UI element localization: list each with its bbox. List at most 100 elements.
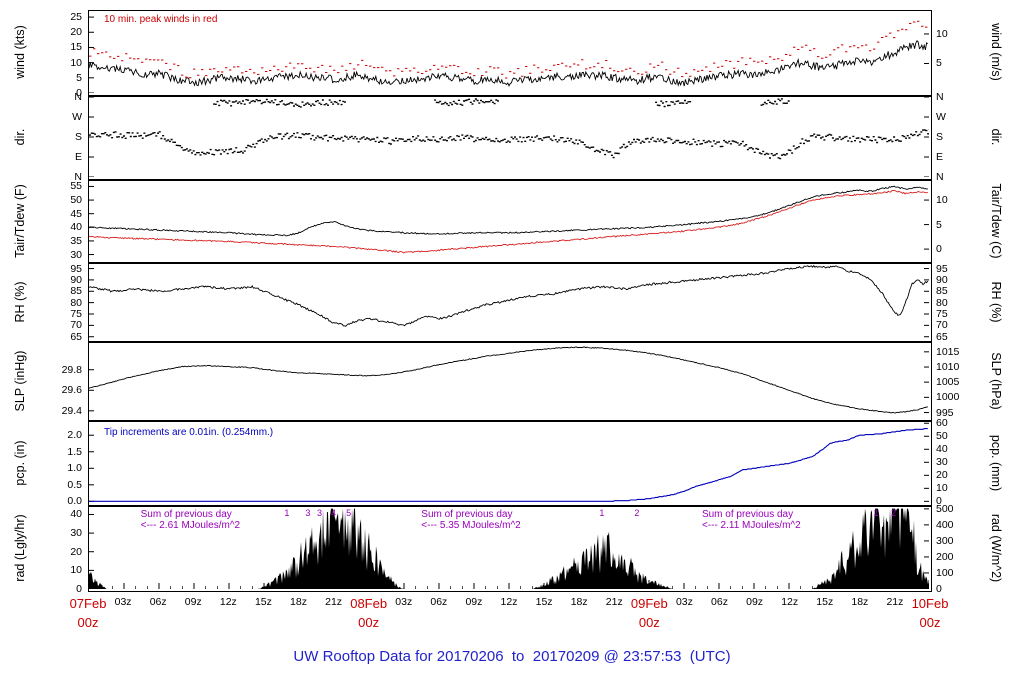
y-tick-label: 70 bbox=[936, 319, 948, 332]
y-tick-label: 995 bbox=[936, 406, 954, 419]
y-tick-label: E bbox=[936, 151, 944, 163]
rad-sum-label-1: Sum of previous day bbox=[140, 509, 232, 520]
axis-label-left-dir: dir. bbox=[13, 128, 27, 146]
y-tick-label: 30 bbox=[936, 456, 948, 469]
axis-label-right-pcp: pcp. (mm) bbox=[989, 434, 1003, 491]
x-tick-label: 21z bbox=[605, 596, 623, 608]
wind-plot bbox=[88, 16, 932, 94]
y-tick-label: 85 bbox=[936, 285, 948, 298]
rad-count-marker: 1 bbox=[873, 508, 879, 518]
axis-label-left-wind: wind (kts) bbox=[13, 25, 27, 79]
axis-label-right-slp: SLP (hPa) bbox=[989, 351, 1003, 410]
y-tick-label: 0 bbox=[936, 495, 942, 508]
panel-dir bbox=[88, 96, 932, 180]
x-tick-label: 09z bbox=[184, 596, 202, 608]
rad-count-marker: 1 bbox=[284, 508, 290, 518]
y-tick-label: 25 bbox=[70, 11, 82, 24]
rad-sum-label-3: Sum of previous day bbox=[701, 509, 794, 520]
y-tick-label: W bbox=[936, 111, 946, 123]
y-tick-label: 100 bbox=[936, 566, 954, 579]
y-tick-label: 29.4 bbox=[61, 404, 82, 417]
x-tick-label: 09z bbox=[746, 596, 764, 608]
tip-increment-note: Tip increments are 0.01in. (0.254mm.) bbox=[104, 427, 274, 438]
panel-pcp bbox=[88, 421, 932, 506]
y-tick-label: 10 bbox=[936, 27, 948, 40]
y-tick-label: 40 bbox=[70, 221, 82, 234]
y-tick-label: 75 bbox=[936, 308, 948, 320]
x-tick-label: 12z bbox=[781, 596, 799, 608]
x-day-label: 10Feb bbox=[911, 596, 949, 611]
y-tick-label: 2.0 bbox=[67, 429, 82, 442]
axis-label-left-pcp: pcp. (in) bbox=[13, 439, 27, 486]
x-tick-label: 12z bbox=[219, 596, 237, 608]
rad-count-marker: 4 bbox=[331, 508, 337, 518]
rad-sum-value-3: <--- 2.11 MJoules/m^2 bbox=[701, 520, 801, 531]
y-tick-label: 0 bbox=[76, 583, 82, 595]
y-tick-label: 1005 bbox=[936, 376, 960, 389]
dewpoint-line bbox=[88, 190, 928, 254]
panel-wind bbox=[88, 10, 932, 96]
y-tick-label: 1015 bbox=[936, 345, 960, 358]
y-tick-label: 30 bbox=[70, 248, 82, 261]
x-tick-label: 18z bbox=[290, 596, 307, 608]
y-tick-label: 65 bbox=[70, 330, 82, 343]
x-tick-label: 09z bbox=[465, 596, 483, 608]
tair-plot bbox=[88, 185, 929, 256]
y-tick-label: 15 bbox=[70, 41, 82, 54]
y-tick-label: 95 bbox=[936, 262, 948, 275]
y-tick-label: 50 bbox=[70, 194, 82, 207]
wind-direction-north-scatter bbox=[213, 98, 790, 108]
wind-direction-scatter bbox=[89, 128, 931, 160]
x-tick-label: 06z bbox=[711, 596, 728, 608]
y-tick-label: 95 bbox=[70, 262, 82, 275]
axis-label-right-tair: Tair/Tdew (C) bbox=[989, 182, 1003, 259]
y-tick-label: N bbox=[936, 91, 944, 103]
rad-count-marker: 2 bbox=[891, 508, 897, 518]
y-tick-label: 0 bbox=[936, 583, 942, 595]
pcp-plot bbox=[89, 422, 929, 502]
rh-line bbox=[88, 264, 929, 327]
y-tick-label: 1000 bbox=[936, 391, 960, 404]
y-tick-label: 0 bbox=[936, 243, 942, 256]
x-day-time-label: 00z bbox=[358, 615, 380, 630]
y-tick-label: 75 bbox=[70, 308, 82, 320]
axis-label-right-dir: dir. bbox=[989, 128, 1003, 146]
y-tick-label: 45 bbox=[70, 207, 82, 220]
y-tick-label: 400 bbox=[936, 518, 954, 531]
rad-sum-value-1: <--- 2.61 MJoules/m^2 bbox=[140, 520, 241, 531]
y-tick-label: E bbox=[74, 151, 82, 163]
x-tick-label: 12z bbox=[500, 596, 518, 608]
rad-count-marker: 3 bbox=[305, 508, 311, 518]
x-tick-label: 21z bbox=[886, 596, 904, 608]
precip-line bbox=[89, 428, 928, 502]
panel-rad bbox=[88, 506, 932, 592]
axis-label-left-slp: SLP (inHg) bbox=[13, 350, 27, 411]
x-day-time-label: 00z bbox=[919, 615, 941, 630]
y-tick-label: 80 bbox=[70, 296, 82, 309]
axis-label-left-tair: Tair/Tdew (F) bbox=[13, 183, 27, 258]
y-tick-label: 10 bbox=[936, 194, 948, 207]
y-tick-label: 90 bbox=[936, 273, 948, 286]
y-tick-label: 40 bbox=[936, 443, 948, 456]
axis-label-left-rh: RH (%) bbox=[13, 281, 27, 322]
y-tick-label: S bbox=[74, 131, 82, 143]
dir-plot bbox=[89, 96, 931, 178]
y-tick-label: 29.6 bbox=[61, 384, 82, 397]
y-tick-label: 0.0 bbox=[67, 495, 82, 508]
slp-line bbox=[88, 346, 928, 414]
y-tick-label: 10 bbox=[70, 56, 82, 69]
rad-count-marker: 1 bbox=[599, 508, 605, 518]
y-tick-label: 1010 bbox=[936, 361, 960, 374]
rad-count-marker: 5 bbox=[346, 508, 352, 518]
x-tick-label: 21z bbox=[325, 596, 343, 608]
x-day-label: 09Feb bbox=[630, 596, 668, 611]
wind-speed-line bbox=[88, 40, 929, 87]
x-tick-label: 15z bbox=[816, 596, 834, 608]
y-tick-label: 20 bbox=[936, 469, 948, 482]
panel-rh bbox=[88, 263, 932, 342]
y-tick-label: 60 bbox=[936, 417, 948, 430]
peak-wind-dashes bbox=[89, 20, 932, 79]
y-tick-label: 5 bbox=[76, 71, 82, 84]
